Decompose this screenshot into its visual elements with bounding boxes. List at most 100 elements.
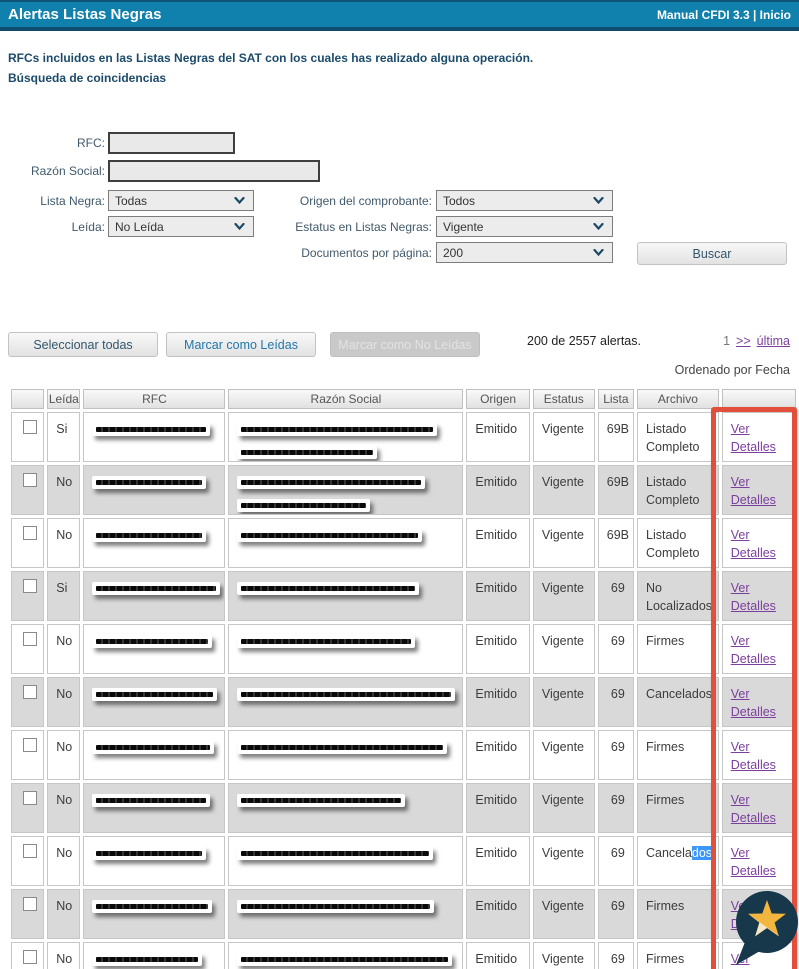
cell-origen: Emitido <box>466 518 530 568</box>
rfc-input[interactable] <box>108 132 235 154</box>
razon-social-redaction <box>237 900 435 913</box>
estatus-select[interactable]: Vigente <box>436 216 613 237</box>
header-estatus: Estatus <box>532 389 595 409</box>
cell-leida: Si <box>47 571 81 621</box>
ver-detalles-link[interactable]: Ver Detalles <box>730 528 776 560</box>
cell-origen: Emitido <box>466 624 530 674</box>
ver-detalles-link[interactable]: Ver Detalles <box>730 475 776 507</box>
estatus-label: Estatus en Listas Negras: <box>295 220 432 234</box>
ver-detalles-link[interactable]: Ver Detalles <box>730 581 776 613</box>
docs-por-pagina-select[interactable]: 200 <box>436 242 613 263</box>
marcar-leidas-button[interactable]: Marcar como Leídas <box>166 332 316 357</box>
cell-rfc <box>83 677 226 727</box>
intro-line-1: RFCs incluidos en las Listas Negras del … <box>8 51 534 65</box>
rfc-redaction <box>92 953 203 966</box>
table-row: No Emitido Vigente 69B Listado Completo … <box>11 465 796 515</box>
manual-cfdi-link[interactable]: Manual CFDI 3.3 <box>656 7 750 22</box>
cell-estatus: Vigente <box>532 889 595 939</box>
header-detalles <box>721 389 796 409</box>
cell-checkbox <box>11 942 45 969</box>
ver-detalles-link[interactable]: Ver Detalles <box>730 422 776 454</box>
cell-lista: 69 <box>597 836 634 886</box>
inicio-link[interactable]: Inicio <box>759 7 791 22</box>
table-row: No Emitido Vigente 69 Firmes Ver Detalle… <box>11 889 796 939</box>
razon-social-input[interactable] <box>108 160 320 182</box>
cell-razon <box>228 624 464 674</box>
table-row: No Emitido Vigente 69 Cancelados Ver Det… <box>11 677 796 727</box>
cell-origen: Emitido <box>466 942 530 969</box>
cell-leida: No <box>47 730 81 780</box>
cell-leida: No <box>47 942 81 969</box>
header-razon-social: Razón Social <box>228 389 464 409</box>
cell-razon <box>228 465 464 515</box>
cell-detalles: Ver Detalles <box>721 730 796 780</box>
cell-archivo: Listado Completo <box>637 465 719 515</box>
cell-lista: 69 <box>597 624 634 674</box>
table-row: No Emitido Vigente 69 Firmes Ver Detalle… <box>11 624 796 674</box>
ver-detalles-link[interactable]: Ver Detalles <box>730 846 776 878</box>
cell-estatus: Vigente <box>532 836 595 886</box>
seleccionar-todas-button[interactable]: Seleccionar todas <box>8 332 158 357</box>
origen-select[interactable]: Todos <box>436 190 613 211</box>
leida-select[interactable]: No Leída <box>108 216 254 237</box>
table-row: No Emitido Vigente 69 Cancelados Ver Det… <box>11 836 796 886</box>
current-page: 1 <box>723 334 731 348</box>
row-checkbox[interactable] <box>22 791 37 805</box>
row-checkbox[interactable] <box>22 844 37 858</box>
next-page-link[interactable]: >> <box>736 334 751 348</box>
lista-negra-select[interactable]: Todas <box>108 190 254 211</box>
table-row: Si Emitido Vigente 69B Listado Completo … <box>11 412 796 462</box>
cell-archivo: No Localizados <box>637 571 719 621</box>
table-row: Si Emitido Vigente 69 No Localizados Ver… <box>11 571 796 621</box>
chevron-down-icon <box>593 223 604 230</box>
docs-row: Documentos por página: 200 <box>0 242 799 266</box>
row-checkbox[interactable] <box>22 473 37 487</box>
row-checkbox[interactable] <box>22 897 37 911</box>
rfc-redaction <box>92 476 207 489</box>
origen-label: Origen del comprobante: <box>299 194 432 208</box>
row-checkbox[interactable] <box>22 420 37 434</box>
cell-razon <box>228 783 464 833</box>
row-checkbox[interactable] <box>22 950 37 964</box>
cell-checkbox <box>11 465 45 515</box>
header-origen: Origen <box>466 389 530 409</box>
sort-order-label: Ordenado por Fecha <box>674 363 790 377</box>
estatus-value: Vigente <box>443 219 484 234</box>
ver-detalles-link[interactable]: Ver Detalles <box>730 740 776 772</box>
row-checkbox[interactable] <box>22 526 37 540</box>
razon-social-row: Razón Social: <box>0 160 799 186</box>
alerts-table-body: Si Emitido Vigente 69B Listado Completo … <box>11 412 796 969</box>
row-checkbox[interactable] <box>22 579 37 593</box>
cell-detalles: Ver Detalles <box>721 836 796 886</box>
row-checkbox[interactable] <box>22 685 37 699</box>
marcar-no-leidas-button: Marcar como No Leídas <box>330 332 480 357</box>
cell-checkbox <box>11 730 45 780</box>
cell-leida: Si <box>47 412 81 462</box>
buscar-button[interactable]: Buscar <box>637 242 787 265</box>
cell-estatus: Vigente <box>532 518 595 568</box>
ver-detalles-link[interactable]: Ver Detalles <box>730 687 776 719</box>
intro-line-2: Búsqueda de coincidencias <box>8 71 167 85</box>
cell-checkbox <box>11 889 45 939</box>
ver-detalles-link[interactable]: Ver Detalles <box>730 634 776 666</box>
row-checkbox[interactable] <box>22 632 37 646</box>
chevron-down-icon <box>593 249 604 256</box>
alerts-table: Leída RFC Razón Social Origen Estatus Li… <box>8 386 799 969</box>
last-page-link[interactable]: última <box>756 334 790 348</box>
razon-social-redaction <box>237 688 456 701</box>
chevron-down-icon <box>593 197 604 204</box>
rfc-redaction <box>92 423 211 436</box>
ver-detalles-link[interactable]: Ver Detalles <box>730 793 776 825</box>
rfc-redaction <box>92 688 218 701</box>
cell-razon <box>228 730 464 780</box>
cell-archivo: Firmes <box>637 730 719 780</box>
star-badge-icon <box>736 891 798 965</box>
header-lista: Lista <box>597 389 634 409</box>
lista-negra-value: Todas <box>115 193 148 208</box>
cell-checkbox <box>11 412 45 462</box>
razon-social-redaction <box>237 499 371 512</box>
header-rfc: RFC <box>83 389 226 409</box>
cell-origen: Emitido <box>466 889 530 939</box>
rfc-redaction <box>92 582 221 595</box>
row-checkbox[interactable] <box>22 738 37 752</box>
